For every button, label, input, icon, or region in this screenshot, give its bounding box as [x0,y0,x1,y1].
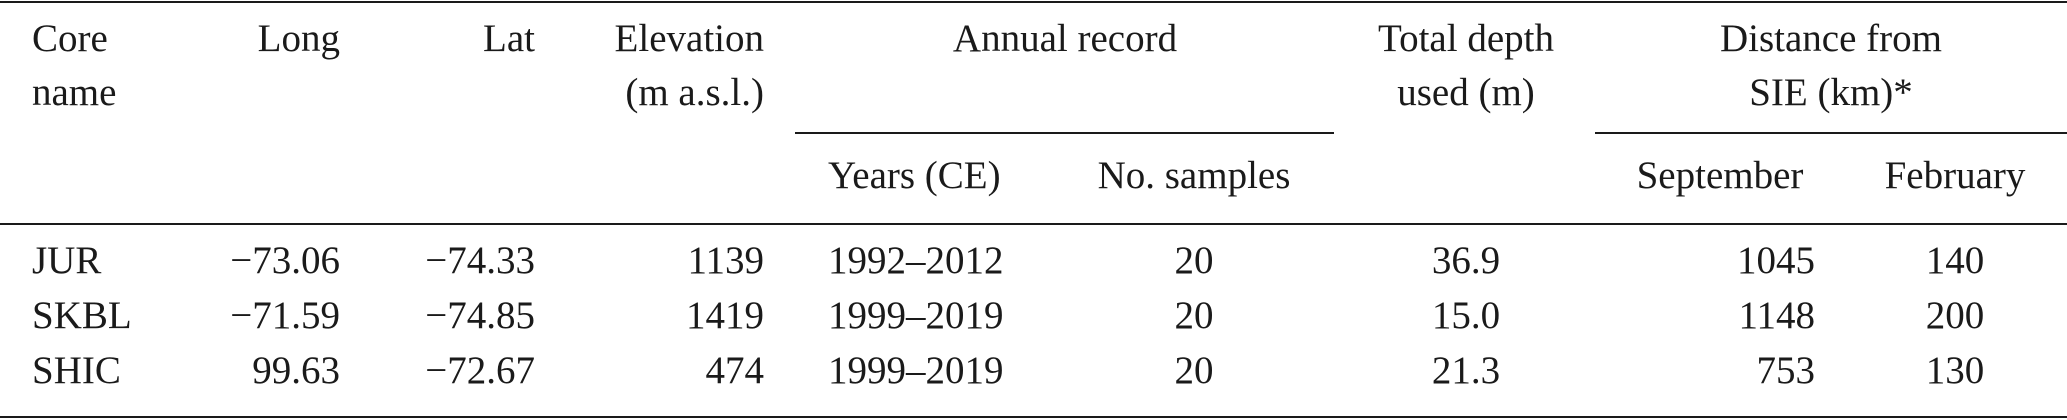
cell: SKBL [32,294,132,337]
cell: −73.06 [230,239,340,282]
cell: 1045 [1737,239,1815,282]
cell: 1999–2019 [828,294,1004,337]
cell: 1139 [687,239,764,282]
cell: −74.85 [425,294,535,337]
cell: −72.67 [425,349,535,392]
cell: 474 [706,349,765,392]
cell: 200 [1926,294,1985,337]
header-cell: Annual record [953,17,1178,60]
header-cell: name [32,71,116,114]
header-cell: Total depth [1378,17,1554,60]
cell: SHIC [32,349,121,392]
header-cell: Distance from [1720,17,1942,60]
subheader-cell: No. samples [1098,154,1291,197]
cell: −71.59 [230,294,340,337]
cell: 20 [1175,349,1214,392]
header-cell: Core [32,17,108,60]
subheader-cell: Years (CE) [828,154,1001,197]
cell: 1999–2019 [828,349,1004,392]
cell: 753 [1757,349,1816,392]
header-cell: Elevation [615,17,764,60]
header-cell: Long [258,17,340,60]
cell: 20 [1175,294,1214,337]
cell: 130 [1926,349,1985,392]
cell: 1419 [686,294,764,337]
subheader-cell: September [1637,154,1804,197]
cell: 140 [1926,239,1985,282]
subheader-cell: February [1885,154,2026,197]
cell: 99.63 [252,349,340,392]
header-cell: Lat [483,17,535,60]
cell: 21.3 [1432,349,1500,392]
cell: 1148 [1738,294,1815,337]
cell: 1992–2012 [828,239,1004,282]
cell: 36.9 [1432,239,1500,282]
cell: 15.0 [1432,294,1500,337]
header-cell: used (m) [1397,71,1535,114]
header-cell: (m a.s.l.) [625,71,764,114]
cell: JUR [32,239,101,282]
header-cell: SIE (km)* [1749,71,1913,114]
cell: −74.33 [425,239,535,282]
cell: 20 [1175,239,1214,282]
